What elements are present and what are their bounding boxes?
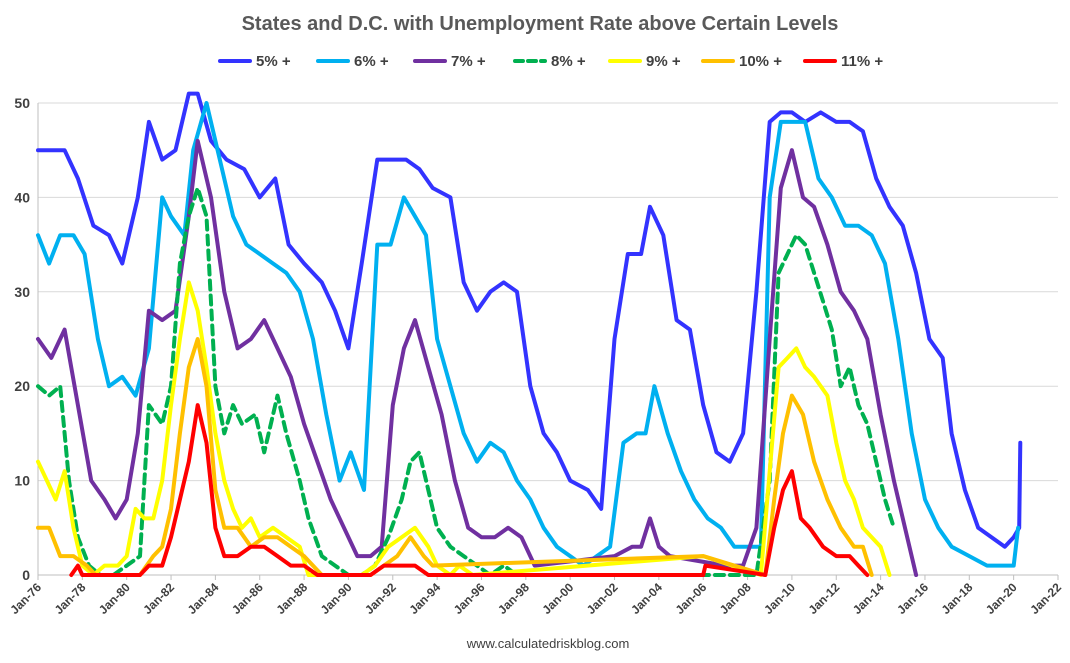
x-tick-label: Jan-08 (717, 580, 754, 617)
x-tick-label: Jan-82 (140, 580, 177, 617)
x-axis: Jan-76 Jan-78 Jan-80 Jan-82 Jan-84 Jan-86 Jan-… (7, 575, 1064, 617)
legend-label-10: 10% + (739, 53, 782, 70)
x-tick-label: Jan-90 (318, 580, 355, 617)
legend-label-11: 11% + (841, 53, 883, 70)
y-tick-label: 50 (14, 95, 30, 111)
legend-label-6: 6% + (354, 53, 389, 70)
x-tick-label: Jan-84 (185, 580, 222, 617)
legend-label-7: 7% + (451, 53, 486, 70)
legend-label-9: 9% + (646, 53, 681, 70)
series-line-11 (69, 403, 870, 577)
chart-legend: 5% + 6% + 7% + 8% + 9% + 10% + 11% + (218, 53, 883, 70)
x-tick-label: Jan-06 (673, 580, 710, 617)
series-line-5 (36, 91, 1023, 549)
x-tick-label: Jan-88 (273, 580, 310, 617)
chart-title: States and D.C. with Unemployment Rate a… (242, 13, 839, 35)
legend-label-5: 5% + (256, 53, 291, 70)
legend-label-8: 8% + (551, 53, 586, 70)
x-tick-label: Jan-00 (540, 580, 577, 617)
x-tick-label: Jan-98 (495, 580, 532, 617)
x-tick-label: Jan-80 (96, 580, 133, 617)
series-line-6 (36, 101, 1021, 568)
x-tick-label: Jan-22 (1027, 580, 1064, 617)
x-tick-label: Jan-20 (983, 580, 1020, 617)
x-tick-label: Jan-94 (406, 580, 443, 617)
x-tick-label: Jan-76 (7, 580, 44, 617)
x-tick-label: Jan-14 (850, 580, 887, 617)
x-tick-label: Jan-04 (628, 580, 665, 617)
series-line-10 (36, 337, 874, 577)
y-tick-label: 10 (14, 473, 30, 489)
x-tick-label: Jan-18 (939, 580, 976, 617)
y-tick-label: 40 (14, 189, 30, 205)
series-line-9 (36, 280, 892, 577)
y-tick-label: 0 (22, 567, 30, 583)
x-tick-label: Jan-86 (229, 580, 266, 617)
series-line-7 (36, 138, 919, 577)
x-tick-label: Jan-92 (362, 580, 399, 617)
x-tick-label: Jan-78 (52, 580, 89, 617)
x-tick-label: Jan-16 (894, 580, 931, 617)
x-tick-label: Jan-96 (451, 580, 488, 617)
source-credit: www.calculatedriskblog.com (466, 636, 630, 651)
y-tick-label: 30 (14, 284, 30, 300)
x-tick-label: Jan-02 (584, 580, 621, 617)
y-axis: 0 10 20 30 40 50 (14, 95, 30, 583)
series-lines (36, 91, 1023, 577)
x-tick-label: Jan-10 (761, 580, 798, 617)
y-tick-label: 20 (14, 378, 30, 394)
x-tick-label: Jan-12 (806, 580, 843, 617)
